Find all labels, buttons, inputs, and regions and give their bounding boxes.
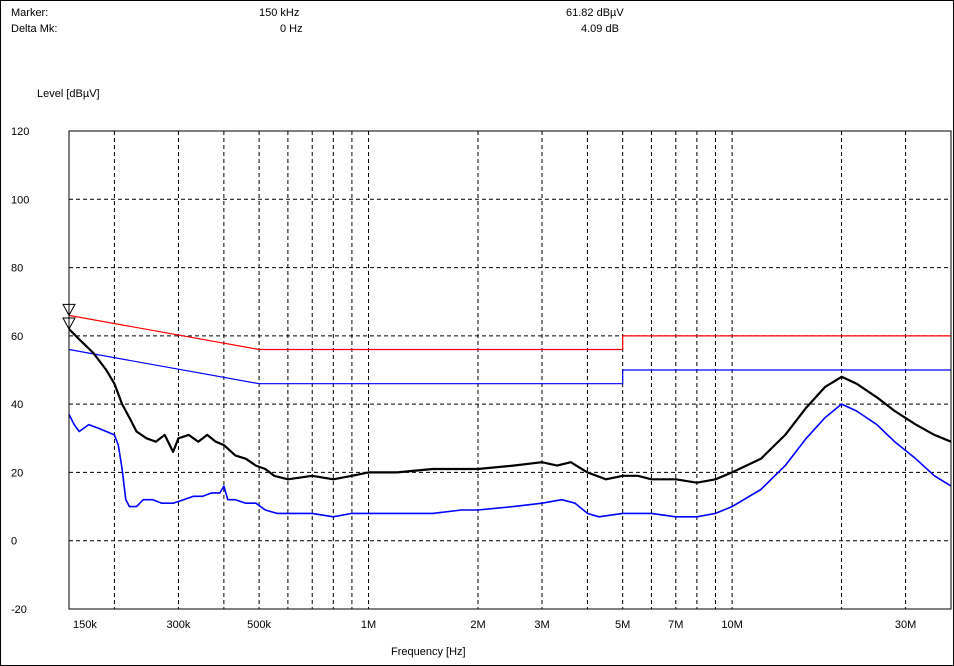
y-tick-label: 0	[11, 536, 17, 548]
marker-label: Marker:	[11, 7, 49, 19]
x-tick-label: 3M	[534, 619, 549, 631]
y-tick-label: 60	[11, 331, 23, 343]
delta-marker-label: Delta Mk:	[11, 23, 58, 35]
y-tick-label: 20	[11, 467, 23, 479]
y-axis-label: Level [dBµV]	[37, 88, 100, 100]
x-tick-label: 1M	[361, 619, 376, 631]
marker-level: 61.82 dBµV	[566, 7, 624, 19]
y-tick-label: 80	[11, 263, 23, 275]
x-tick-label: 10M	[721, 619, 742, 631]
series-line-1	[68, 348, 951, 385]
x-tick-label: 2M	[470, 619, 485, 631]
series-line-3	[68, 403, 952, 518]
delta-marker-frequency: 0 Hz	[280, 23, 303, 35]
x-tick-label: 150k	[73, 619, 97, 631]
x-tick-label: 30M	[895, 619, 916, 631]
series-line-2	[68, 328, 952, 484]
y-tick-label: 120	[11, 126, 29, 138]
marker-frequency: 150 kHz	[259, 7, 300, 19]
x-axis-label: Frequency [Hz]	[391, 646, 466, 658]
axis-labels: 120 100 80 60 40 20 0 -20 150k 300k 500k 1M 2M 3M 5M 7M…	[11, 126, 916, 631]
series-line-0	[68, 314, 951, 351]
series-layer	[68, 314, 952, 518]
delta-marker-level: 4.09 dB	[581, 23, 619, 35]
x-tick-label: 300k	[167, 619, 191, 631]
y-tick-label: -20	[11, 604, 27, 616]
x-tick-label: 5M	[615, 619, 630, 631]
y-tick-label: 40	[11, 399, 23, 411]
x-tick-label: 500k	[247, 619, 271, 631]
plot-border	[68, 130, 952, 610]
y-tick-label: 100	[11, 194, 29, 206]
x-tick-label: 7M	[668, 619, 683, 631]
